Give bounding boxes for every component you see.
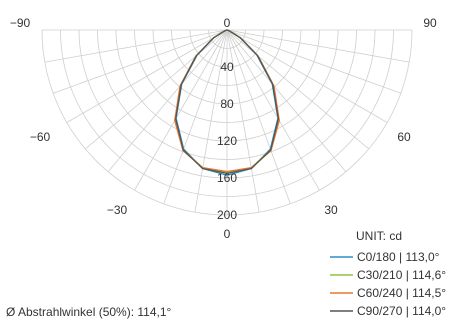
legend: UNIT: cd C0/180 | 113,0° C30/210 | 114,6°… bbox=[330, 229, 446, 318]
radius-ring bbox=[41, 29, 413, 216]
axis-labels: 40 80 120 160 200 −90 −60 −30 0 30 60 90 0 bbox=[10, 16, 437, 241]
radius-ring bbox=[152, 29, 302, 105]
radius-ring bbox=[134, 29, 320, 123]
beam-angle-footnote: Ø Abstrahlwinkel (50%): 114,1° bbox=[6, 305, 172, 319]
radial-tick-label: 80 bbox=[220, 97, 234, 111]
radial-tick-label: 120 bbox=[217, 134, 237, 148]
angle-label: 30 bbox=[324, 203, 338, 217]
angle-label: 0 bbox=[224, 16, 231, 30]
angle-label: 60 bbox=[397, 130, 411, 144]
radius-ring bbox=[208, 29, 246, 49]
radius-ring bbox=[60, 29, 394, 197]
angle-label: −30 bbox=[107, 203, 128, 217]
angle-label: 90 bbox=[423, 16, 437, 30]
angle-label: −90 bbox=[10, 16, 31, 30]
bottom-angle-label: 0 bbox=[224, 227, 231, 241]
intensity-curves bbox=[174, 29, 280, 176]
radius-ring bbox=[78, 29, 376, 179]
radius-ring bbox=[97, 29, 357, 160]
radial-tick-label: 40 bbox=[220, 60, 234, 74]
unit-label: UNIT: cd bbox=[356, 229, 402, 243]
radial-tick-label: 160 bbox=[217, 171, 237, 185]
radius-ring bbox=[171, 29, 283, 86]
radial-tick-label: 200 bbox=[217, 208, 237, 222]
polar-grid bbox=[41, 29, 413, 216]
radius-ring bbox=[115, 29, 339, 142]
radius-ring bbox=[189, 29, 265, 68]
angle-label: −60 bbox=[30, 130, 51, 144]
legend-label: C0/180 | 113,0° bbox=[357, 250, 440, 264]
legend-label: C60/240 | 114,5° bbox=[357, 286, 446, 300]
series-curve-3 bbox=[175, 29, 279, 175]
legend-label: C30/210 | 114,6° bbox=[357, 268, 446, 282]
legend-label: C90/270 | 114,0° bbox=[357, 304, 446, 318]
